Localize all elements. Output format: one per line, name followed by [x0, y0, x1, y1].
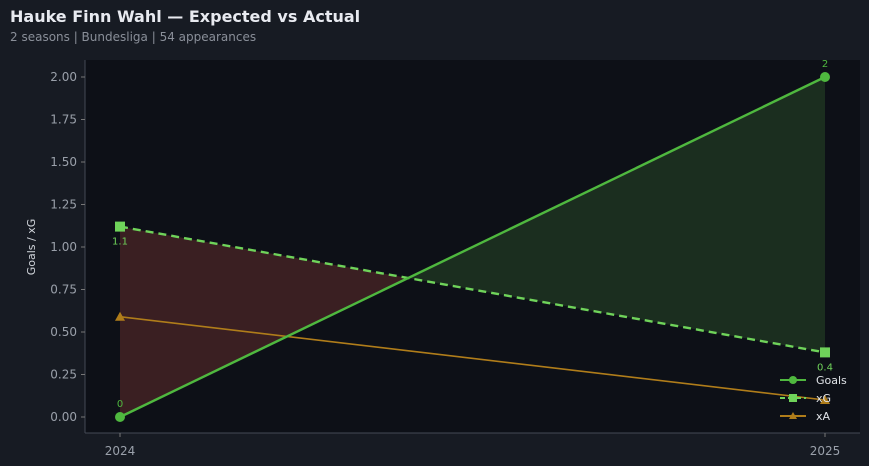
series-line-Goals — [119, 75, 826, 419]
series-line-xG — [119, 225, 826, 354]
y-tick-label: 1.50 — [50, 155, 77, 169]
y-tick-label: 0.75 — [50, 283, 77, 297]
series-line-xA — [119, 315, 826, 401]
x-tick-label: 2024 — [105, 444, 136, 458]
x-tick-label: 2025 — [810, 444, 841, 458]
data-label-Goals: 2 — [822, 59, 828, 70]
y-tick-label: 1.25 — [50, 198, 77, 212]
y-tick-label: 1.00 — [50, 240, 77, 254]
y-tick-label: 1.75 — [50, 113, 77, 127]
legend-marker-xG — [789, 394, 797, 402]
chart-subtitle: 2 seasons | Bundesliga | 54 appearances — [10, 30, 257, 44]
legend-marker-Goals — [789, 376, 797, 384]
data-point-xA — [115, 311, 125, 321]
y-tick-label: 2.00 — [50, 70, 77, 84]
y-tick-label: 0.25 — [50, 368, 77, 382]
data-point-xG — [820, 347, 830, 358]
legend-label-Goals: Goals — [816, 374, 847, 387]
data-point-xG — [115, 221, 125, 232]
data-label-xG: 0.4 — [817, 362, 833, 373]
data-label-Goals: 0 — [117, 399, 123, 410]
data-point-Goals — [820, 72, 830, 82]
overperform-fill — [408, 77, 825, 353]
y-axis-label: Goals / xG — [25, 219, 38, 276]
data-label-xG: 1.1 — [112, 237, 128, 248]
data-point-xA — [820, 395, 830, 404]
legend-label-xG: xG — [816, 392, 831, 405]
data-point-Goals — [115, 412, 125, 422]
chart-title: Hauke Finn Wahl — Expected vs Actual — [10, 7, 361, 26]
legend-label-xA: xA — [816, 410, 831, 423]
underperform-fill — [120, 226, 409, 417]
y-tick-label: 0.00 — [50, 410, 77, 424]
legend-marker-xA — [789, 412, 797, 419]
y-tick-label: 0.50 — [50, 325, 77, 339]
